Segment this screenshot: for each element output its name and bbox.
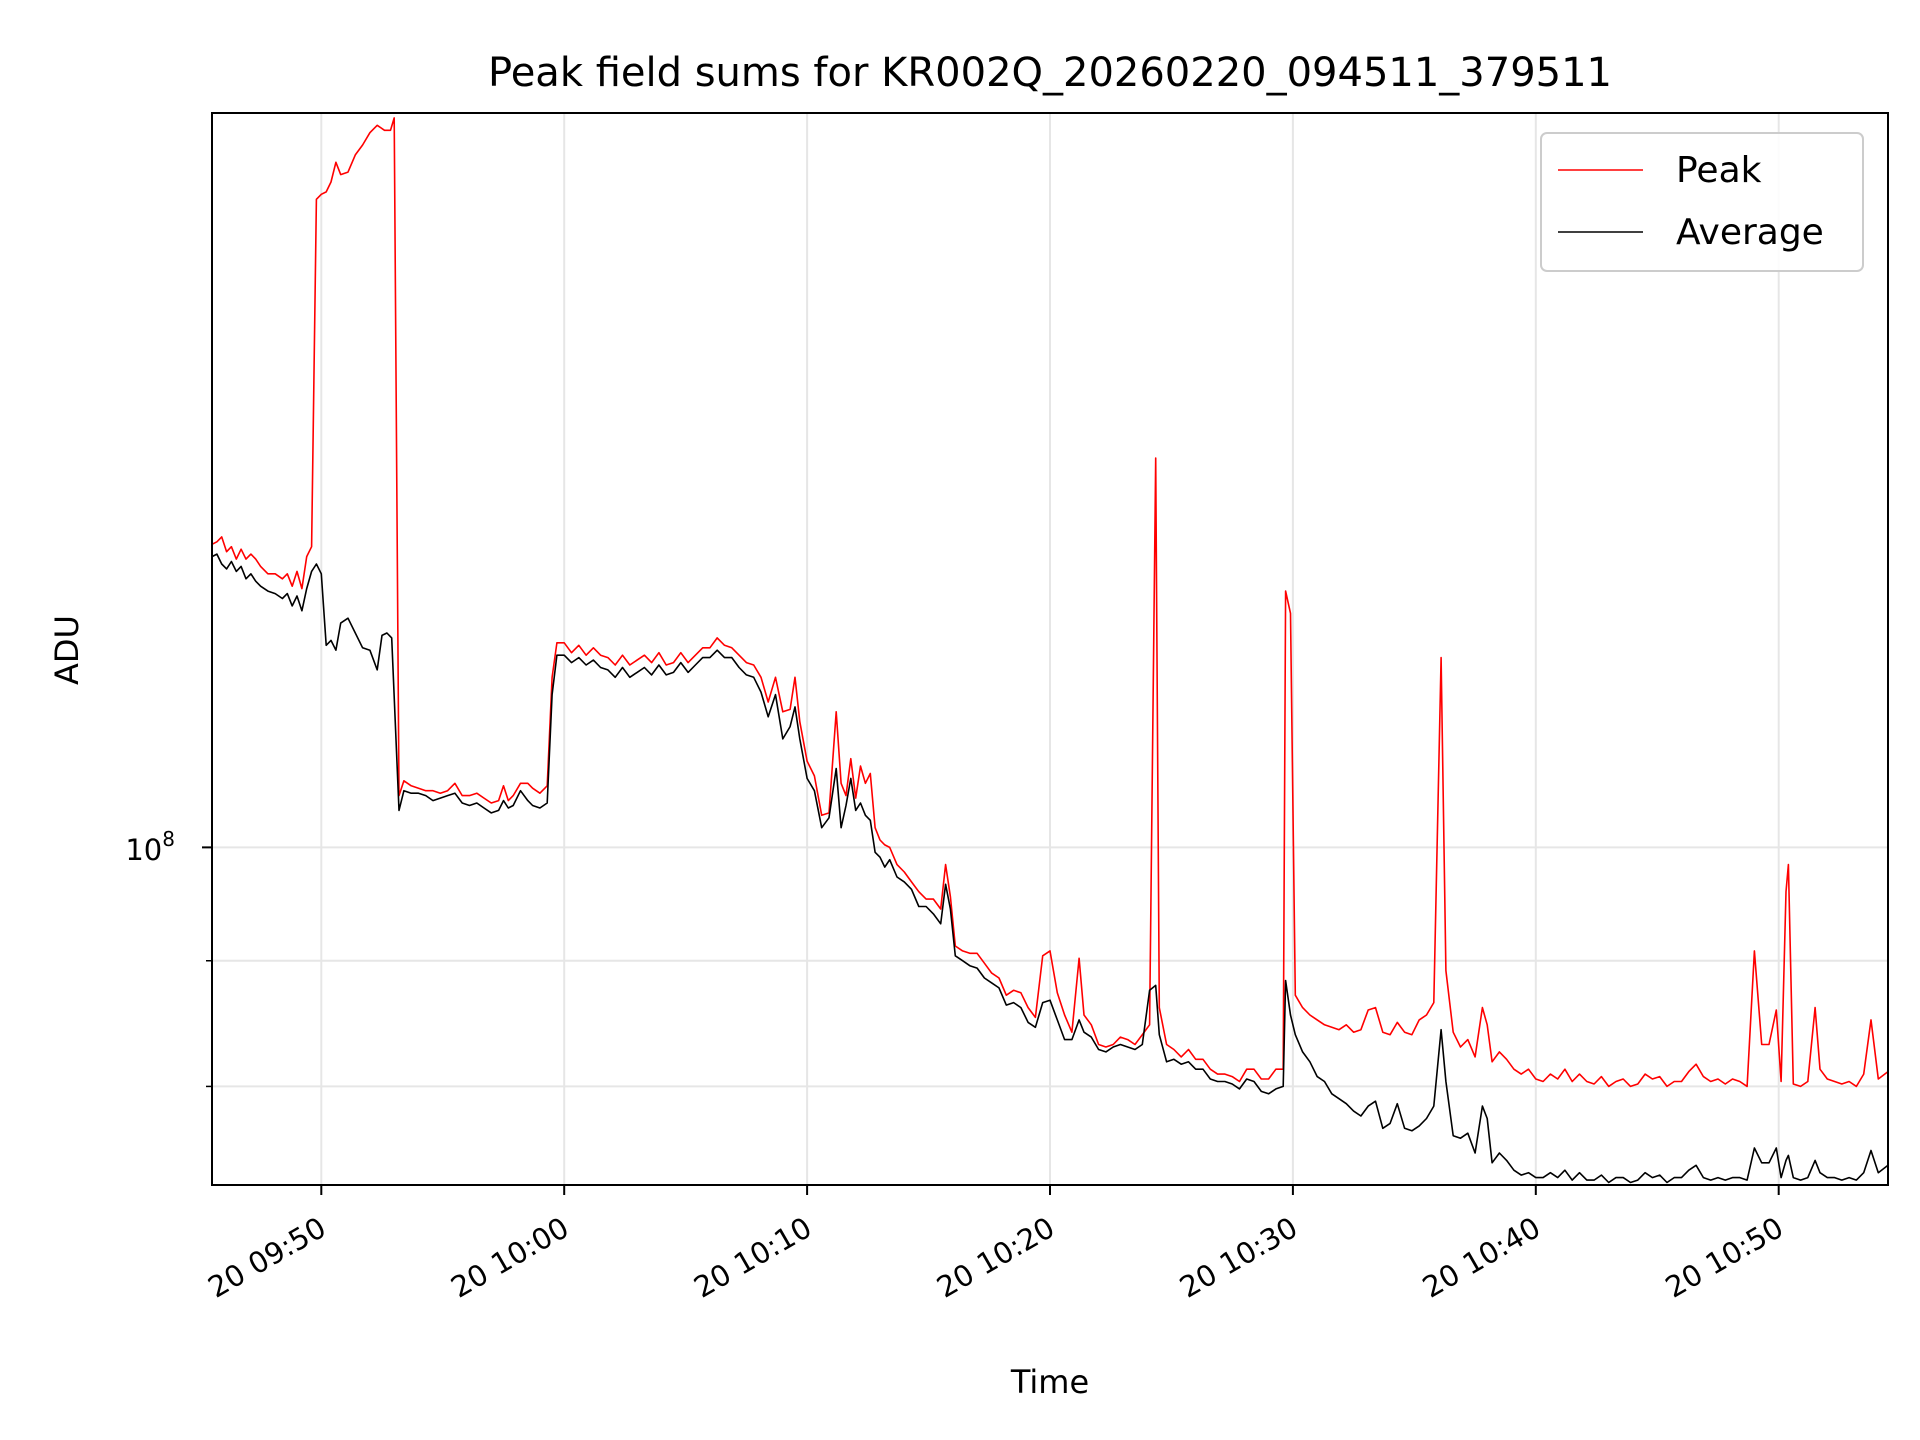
legend-label-average: Average <box>1676 212 1824 253</box>
grid-layer <box>212 113 1888 1185</box>
series-line-peak <box>211 117 1889 1088</box>
legend-box <box>1540 132 1864 272</box>
series-layer <box>211 117 1889 1184</box>
y-tick-label-1e8: 108 <box>125 827 175 867</box>
x-axis-label: Time <box>1010 1363 1089 1401</box>
legend: Peak Average <box>1540 132 1864 272</box>
y-axis-label: ADU <box>48 615 86 685</box>
series-line-average <box>211 553 1889 1184</box>
chart-title: Peak field sums for KR002Q_20260220_0945… <box>488 50 1612 96</box>
legend-label-peak: Peak <box>1676 150 1762 191</box>
